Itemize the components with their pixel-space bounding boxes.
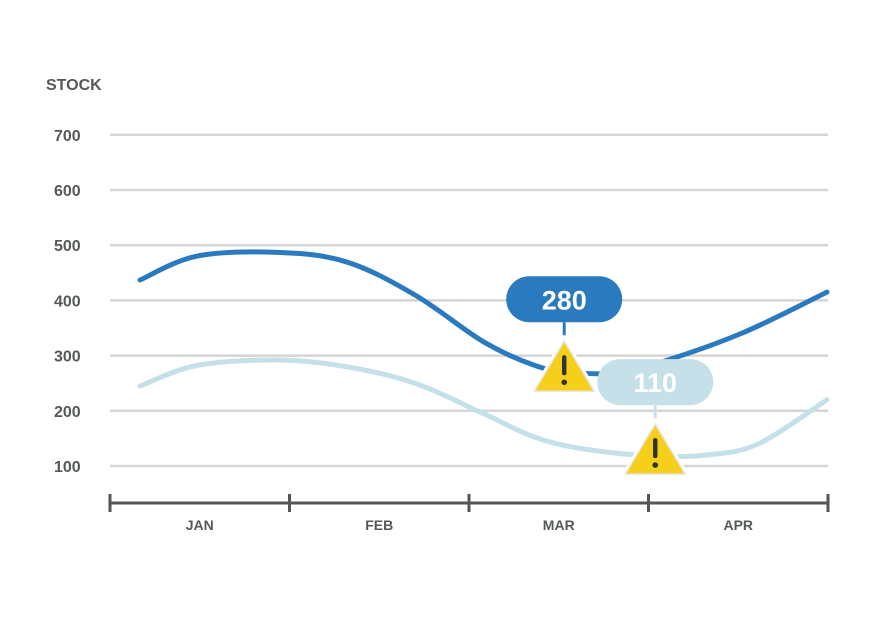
callout-value: 280 [542,285,587,315]
y-axis-label: STOCK [46,77,102,94]
series-lines [137,249,830,460]
y-tick-labels: 100 200 300 400 500 600 700 [54,128,81,476]
series-line-1 [137,249,830,377]
series-line-2 [137,357,830,460]
callout-pill [597,359,714,406]
x-tick-label: FEB [365,517,393,533]
gridlines [110,133,828,468]
callout-pill [506,276,623,323]
x-tick-label: JAN [186,517,214,533]
y-tick-label: 500 [54,238,81,255]
y-tick-label: 600 [54,183,81,200]
y-tick-label: 700 [54,128,81,145]
x-tick-label: MAR [543,517,575,533]
warning-icon [622,421,689,478]
warning-icon [531,338,598,395]
x-tick-label: APR [723,517,753,533]
callout-value: 110 [633,368,677,398]
y-tick-label: 200 [54,404,81,421]
y-tick-label: 100 [54,459,81,476]
x-axis: JAN FEB MAR APR [108,494,830,533]
y-tick-label: 400 [54,293,81,310]
callouts: 280 110 [506,276,714,478]
y-tick-label: 300 [54,349,81,366]
